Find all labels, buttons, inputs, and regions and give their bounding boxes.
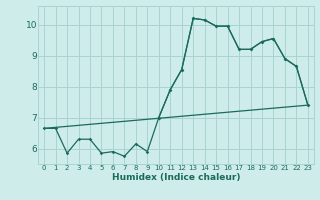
X-axis label: Humidex (Indice chaleur): Humidex (Indice chaleur) xyxy=(112,173,240,182)
